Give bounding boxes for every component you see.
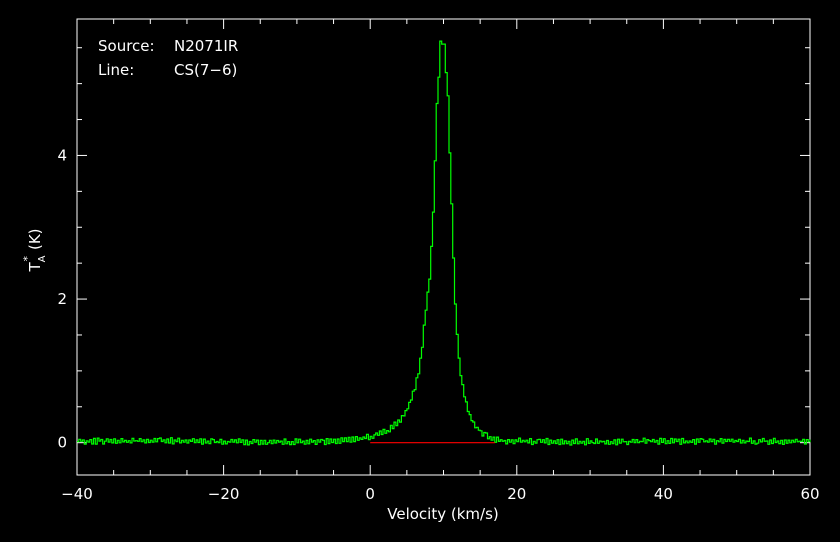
y-axis-label-sup: *: [21, 256, 34, 262]
y-axis-label: TA* (K): [21, 228, 48, 272]
y-tick-label: 4: [57, 146, 67, 164]
y-axis-label-symbol: T: [26, 262, 44, 273]
plot-frame: [76, 18, 811, 476]
y-axis-label-unit: (K): [26, 228, 44, 250]
x-tick-label: 60: [800, 485, 819, 503]
axis-ticks: −40 −20 0 20 40 60 0 2 4: [57, 19, 820, 503]
x-tick-label: 20: [507, 485, 526, 503]
x-tick-label: −20: [208, 485, 240, 503]
line-label: Line:: [98, 61, 134, 79]
y-tick-label: 2: [57, 290, 67, 308]
y-tick-label: 0: [57, 434, 67, 452]
x-axis-label: Velocity (km/s): [387, 505, 498, 523]
x-tick-label: 0: [365, 485, 375, 503]
y-axis-label-text: TA* (K): [21, 228, 48, 272]
x-tick-label: 40: [654, 485, 673, 503]
source-label: Source:: [98, 37, 155, 55]
y-axis-label-sub: A: [37, 255, 48, 262]
series-layer: [77, 40, 811, 446]
source-value: N2071IR: [174, 37, 238, 55]
spectrum-line: [77, 40, 811, 446]
line-value: CS(7−6): [174, 61, 237, 79]
x-tick-label: −40: [61, 485, 93, 503]
